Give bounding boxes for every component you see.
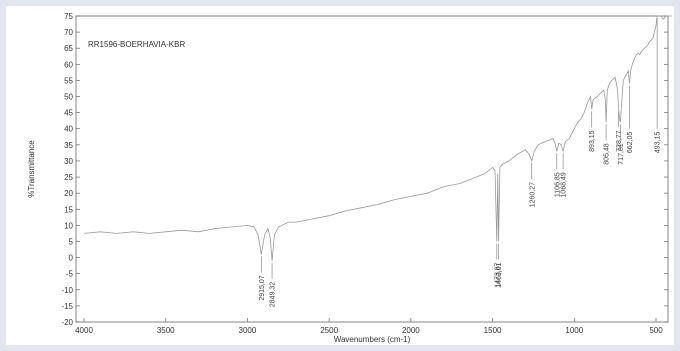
y-tick-label: 25 — [64, 173, 73, 182]
spectrum-line — [83, 15, 673, 261]
y-tick-label: 70 — [64, 28, 73, 37]
y-tick-label: 60 — [64, 60, 73, 69]
peak-label: 2915,07 — [259, 275, 266, 300]
y-tick-label: -20 — [61, 318, 73, 327]
y-tick-label: 50 — [64, 93, 73, 102]
plot-area-border — [75, 15, 669, 323]
x-axis: 4000 3500 3000 2500 2000 1500 1000 500 — [75, 318, 663, 335]
x-tick-label: 1500 — [484, 326, 502, 335]
x-tick-label: 2500 — [320, 326, 338, 335]
peak-label: 728,77 — [616, 130, 623, 152]
peak-label: 1463,01 — [496, 262, 503, 287]
x-tick-label: 4000 — [75, 326, 93, 335]
y-tick-label: 40 — [64, 125, 73, 134]
y-axis: -20 -15 -10 -5 0 5 10 15 20 25 30 35 40 45 50 55 60 65 70 7… — [61, 12, 668, 327]
y-tick-label: -10 — [61, 286, 73, 295]
y-tick-label: 0 — [69, 254, 74, 263]
y-tick-label: 55 — [64, 76, 73, 85]
y-tick-label: -15 — [61, 302, 73, 311]
peak-label: 493,15 — [655, 132, 662, 154]
x-tick-label: 3000 — [239, 326, 257, 335]
y-tick-label: 5 — [69, 237, 74, 246]
y-tick-label: 15 — [64, 205, 73, 214]
y-tick-label: 10 — [64, 221, 73, 230]
y-tick-label: 30 — [64, 157, 73, 166]
x-axis-label: Wavenumbers (cm-1) — [334, 335, 411, 344]
y-axis-label: %Transmittance — [27, 140, 36, 198]
peak-label: 893,15 — [589, 130, 596, 152]
x-tick-label: 1000 — [565, 326, 583, 335]
peak-label: 805,48 — [604, 143, 611, 165]
y-tick-label: 35 — [64, 141, 73, 150]
x-tick-label: 2000 — [402, 326, 420, 335]
y-tick-label: 45 — [64, 109, 73, 118]
peak-label: 1106,85 — [554, 172, 561, 197]
y-tick-label: 20 — [64, 189, 73, 198]
y-tick-label: 75 — [64, 12, 73, 21]
peak-label: 1260,27 — [529, 182, 536, 207]
chart-title: RR1596-BOERHAVIA-KBR — [88, 40, 185, 49]
y-tick-label: -5 — [66, 270, 74, 279]
peak-label: 662,05 — [627, 132, 634, 154]
spectrum-frame: -20 -15 -10 -5 0 5 10 15 20 25 30 35 40 45 50 55 60 65 70 7… — [6, 6, 674, 345]
peak-label: 1068,49 — [561, 172, 568, 197]
y-tick-label: 65 — [64, 44, 73, 53]
peak-label: 1473,97 — [494, 262, 501, 287]
peak-label: 2849,32 — [270, 282, 277, 307]
peak-label: 717,81 — [618, 143, 625, 165]
x-tick-label: 3500 — [157, 326, 175, 335]
ir-spectrum-chart: -20 -15 -10 -5 0 5 10 15 20 25 30 35 40 45 50 55 60 65 70 7… — [27, 12, 673, 344]
x-tick-label: 500 — [649, 326, 663, 335]
